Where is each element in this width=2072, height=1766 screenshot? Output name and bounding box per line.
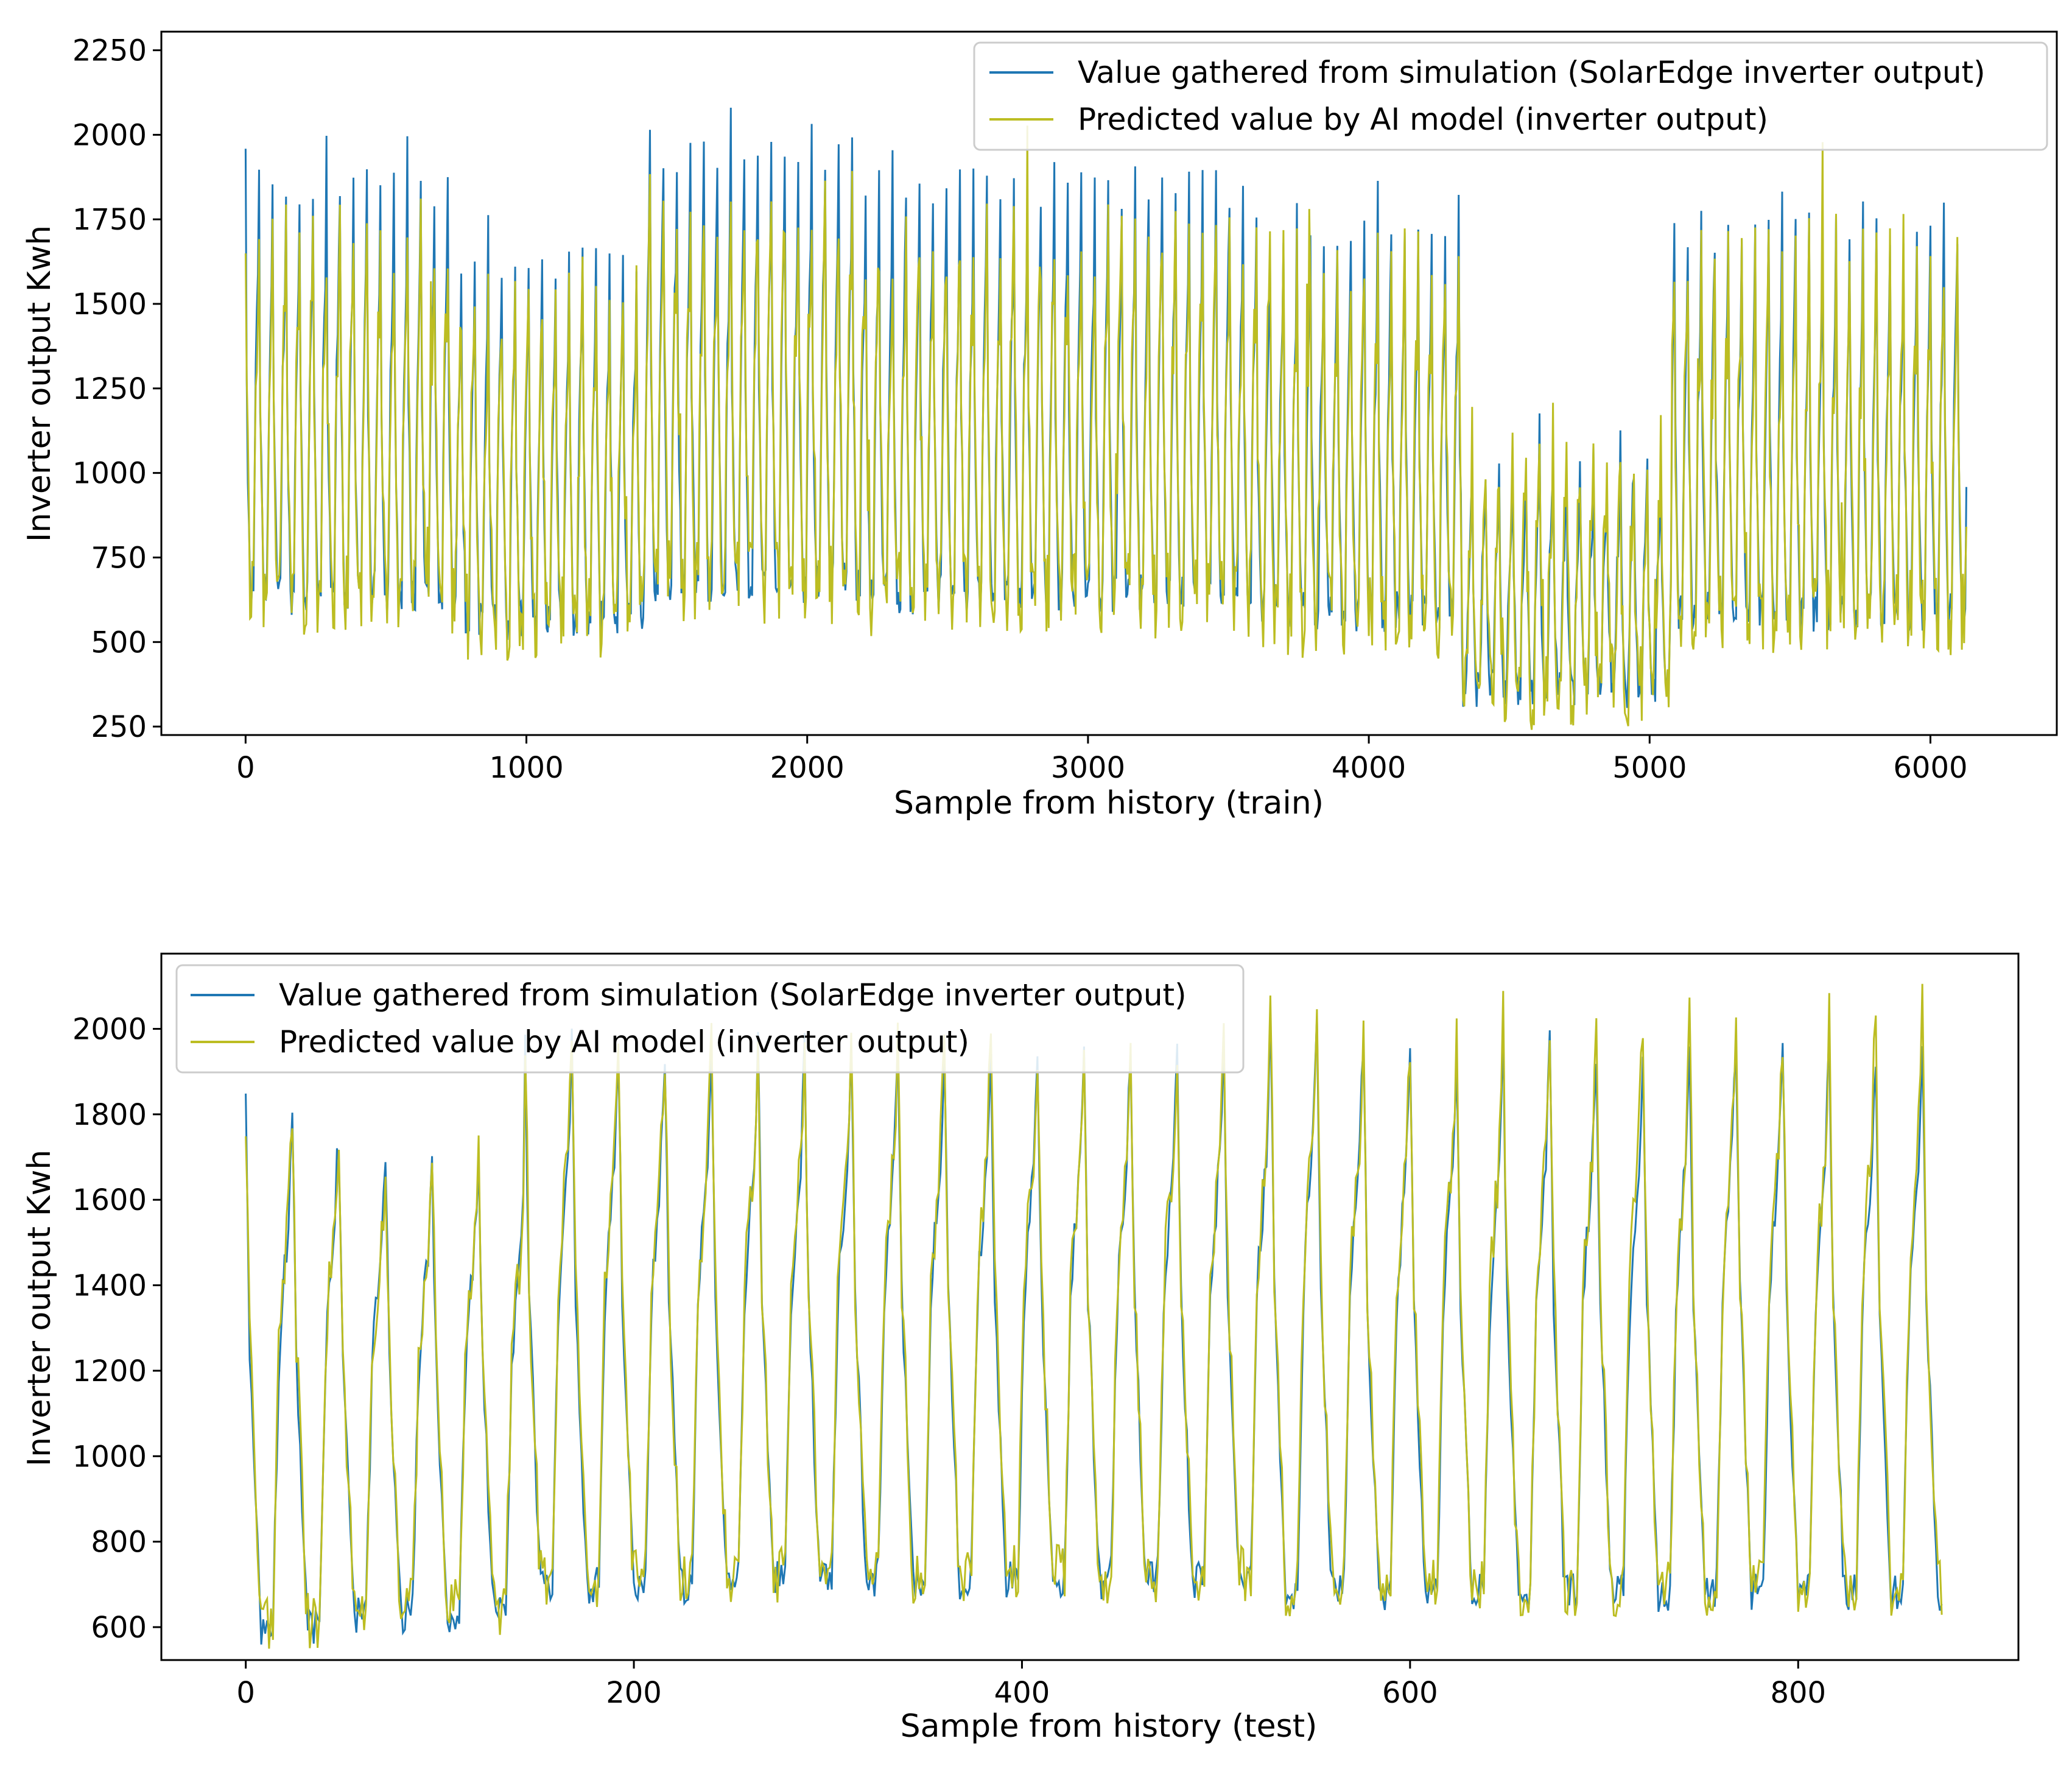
y-tick-label: 1200 — [72, 1354, 147, 1388]
y-tick-label: 1600 — [72, 1183, 147, 1217]
y-tick-label: 2000 — [72, 118, 147, 152]
test-plot-frame — [160, 952, 2020, 1661]
x-tick-label: 800 — [1770, 1676, 1826, 1710]
x-tick-label: 0 — [236, 1676, 255, 1710]
test-x-axis-label: Sample from history (test) — [901, 1708, 1318, 1745]
x-tick-label: 0 — [236, 751, 255, 785]
test-chart: 0 200 400 600 800 600 800 1000 1200 1400 1600 1800… — [21, 952, 2020, 1745]
y-tick-label: 800 — [91, 1525, 147, 1560]
test-predicted-series-line — [245, 983, 1943, 1649]
test-legend-actual-label: Value gathered from simulation (SolarEdg… — [279, 977, 1187, 1013]
x-tick-label: 6000 — [1893, 751, 1967, 785]
y-tick-label: 750 — [91, 541, 147, 575]
y-tick-label: 1800 — [72, 1098, 147, 1132]
train-predicted-series-line — [244, 125, 1967, 730]
y-tick-label: 1000 — [72, 1440, 147, 1474]
test-legend-box — [175, 964, 1245, 1074]
x-tick-label: 4000 — [1332, 751, 1406, 785]
train-legend-actual-label: Value gathered from simulation (SolarEdg… — [1078, 55, 1986, 90]
train-legend-box — [973, 41, 2048, 151]
x-tick-label: 2000 — [770, 751, 845, 785]
y-tick-label: 1250 — [72, 372, 147, 406]
test-legend-predicted-label: Predicted value by AI model (inverter ou… — [279, 1024, 969, 1060]
train-chart: 0 1000 2000 3000 4000 5000 6000 250 500 750 1000 1… — [21, 30, 2058, 821]
y-tick-label: 2000 — [72, 1013, 147, 1047]
train-plot-frame — [160, 30, 2058, 736]
x-tick-label: 200 — [606, 1676, 662, 1710]
y-tick-label: 2250 — [72, 34, 147, 68]
x-tick-label: 5000 — [1612, 751, 1687, 785]
y-tick-label: 500 — [91, 625, 147, 660]
x-tick-label: 1000 — [489, 751, 563, 785]
y-tick-label: 600 — [91, 1611, 147, 1645]
train-legend-predicted-label: Predicted value by AI model (inverter ou… — [1078, 102, 1768, 137]
train-y-axis-label: Inverter output Kwh — [21, 225, 58, 542]
y-tick-label: 250 — [91, 710, 147, 744]
test-y-axis-label: Inverter output Kwh — [21, 1150, 58, 1466]
train-legend: Value gathered from simulation (SolarEdg… — [973, 41, 2048, 151]
y-tick-label: 1000 — [72, 457, 147, 491]
x-tick-label: 3000 — [1051, 751, 1125, 785]
x-tick-label: 400 — [994, 1676, 1050, 1710]
y-tick-label: 1750 — [72, 203, 147, 237]
y-tick-label: 1400 — [72, 1269, 147, 1303]
train-x-axis-label: Sample from history (train) — [894, 785, 1324, 821]
test-legend: Value gathered from simulation (SolarEdg… — [175, 964, 1245, 1074]
x-tick-label: 600 — [1382, 1676, 1438, 1710]
y-tick-label: 1500 — [72, 287, 147, 322]
